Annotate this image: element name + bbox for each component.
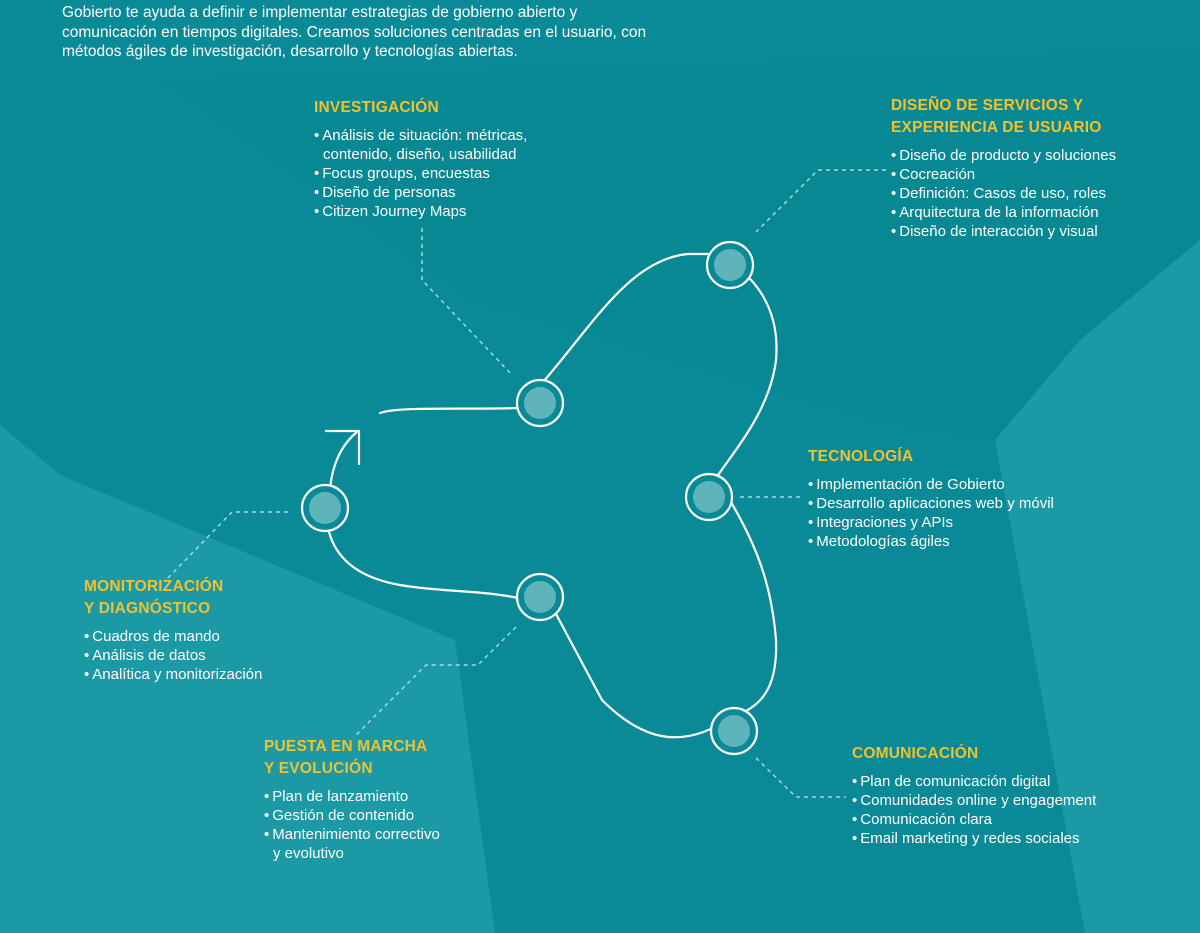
node-monitorizacion — [300, 483, 350, 533]
stage-item-text: Diseño de personas — [322, 184, 456, 201]
stage-puesta: PUESTA EN MARCHA Y EVOLUCIÓN Plan de lan… — [264, 736, 440, 863]
stage-item-text: Desarrollo aplicaciones web y móvil — [816, 495, 1054, 512]
stage-item: Diseño de interacción y visual — [891, 222, 1116, 241]
stage-item: Citizen Journey Maps — [314, 202, 527, 221]
stage-item-list: Diseño de producto y soluciones Cocreaci… — [891, 146, 1116, 241]
intro-text: Gobierto te ayuda a definir e implementa… — [62, 3, 722, 62]
stage-title: TECNOLOGÍA — [808, 446, 1054, 468]
stage-item: Definición: Casos de uso, roles — [891, 184, 1116, 203]
stage-item-text: Metodologías ágiles — [816, 533, 950, 550]
stage-item: Comunidades online y engagement — [852, 791, 1096, 810]
intro-line: Gobierto te ayuda a definir e implementa… — [62, 4, 578, 21]
stage-item: Diseño de personas — [314, 183, 527, 202]
stage-item-list: Plan de comunicación digital Comunidades… — [852, 772, 1096, 848]
connector-puesta — [355, 626, 517, 736]
stage-item-text: Comunidades online y engagement — [860, 792, 1097, 809]
stage-item-text: contenido, diseño, usabilidad — [323, 146, 517, 163]
stage-title-line: COMUNICACIÓN — [852, 745, 979, 762]
stage-item-text: Analítica y monitorización — [92, 666, 263, 683]
stage-item: Gestión de contenido — [264, 806, 440, 825]
stage-comunicacion: COMUNICACIÓN Plan de comunicación digita… — [852, 743, 1096, 848]
node-diseno — [705, 240, 755, 290]
stage-title-line: DISEÑO DE SERVICIOS Y — [891, 97, 1084, 114]
stage-item: Analítica y monitorización — [84, 665, 262, 684]
connector-monitorizacion — [167, 511, 288, 579]
node-comunicacion — [709, 706, 759, 756]
flow-arrowhead — [324, 429, 361, 466]
stage-item-text: Plan de comunicación digital — [860, 773, 1051, 790]
stage-item: Plan de lanzamiento — [264, 787, 440, 806]
stage-item-text: Gestión de contenido — [272, 807, 415, 824]
intro-line: comunicación en tiempos digitales. Cream… — [62, 23, 647, 41]
stage-item-list: Plan de lanzamiento Gestión de contenido… — [264, 787, 440, 863]
stage-title: COMUNICACIÓN — [852, 743, 1096, 765]
connector-comunicacion — [755, 757, 846, 798]
stage-item: Plan de comunicación digital — [852, 772, 1096, 791]
stage-item: Desarrollo aplicaciones web y móvil — [808, 494, 1054, 513]
intro-line: métodos ágiles de investigación, desarro… — [62, 43, 518, 60]
connector-investigacion — [421, 228, 513, 376]
stage-item-text: Email marketing y redes sociales — [860, 830, 1080, 847]
stage-item-text: Citizen Journey Maps — [322, 203, 467, 220]
stage-item-text: Cuadros de mando — [92, 628, 220, 645]
stage-tecnologia: TECNOLOGÍA Implementación de Gobierto De… — [808, 446, 1054, 551]
stage-item-text: Comunicación clara — [860, 811, 992, 828]
stage-item-text: Análisis de datos — [92, 647, 206, 664]
stage-monitorizacion: MONITORIZACIÓN Y DIAGNÓSTICO Cuadros de … — [84, 576, 262, 684]
stage-item: Implementación de Gobierto — [808, 475, 1054, 494]
stage-title-line: TECNOLOGÍA — [808, 448, 914, 465]
stage-item-text: Cocreación — [899, 166, 976, 183]
stage-title: PUESTA EN MARCHA Y EVOLUCIÓN — [264, 736, 440, 780]
stage-item: Focus groups, encuestas — [314, 164, 527, 183]
stage-item: Mantenimiento correctivo y evolutivo — [264, 825, 440, 863]
stage-item: Metodologías ágiles — [808, 532, 1054, 551]
stage-item: Análisis de datos — [84, 646, 262, 665]
stage-item-text: Análisis de situación: métricas, — [322, 127, 528, 144]
stage-title: DISEÑO DE SERVICIOS Y EXPERIENCIA DE USU… — [891, 95, 1116, 139]
stage-title: INVESTIGACIÓN — [314, 97, 527, 119]
stage-item-text: y evolutivo — [273, 845, 344, 862]
stage-item-text: Arquitectura de la información — [899, 204, 1099, 221]
stage-investigacion: INVESTIGACIÓN Análisis de situación: mét… — [314, 97, 527, 221]
node-tecnologia — [684, 472, 734, 522]
stage-item-text: Implementación de Gobierto — [816, 476, 1005, 493]
stage-item-text: Integraciones y APIs — [816, 514, 954, 531]
stage-item: Email marketing y redes sociales — [852, 829, 1096, 848]
stage-item-text: Definición: Casos de uso, roles — [899, 185, 1107, 202]
node-puesta — [515, 572, 565, 622]
stage-title-line: Y DIAGNÓSTICO — [84, 600, 211, 617]
stage-item: Comunicación clara — [852, 810, 1096, 829]
stage-item-list: Análisis de situación: métricas, contenid… — [314, 126, 527, 221]
stage-item: Arquitectura de la información — [891, 203, 1116, 222]
stage-item-text: Diseño de interacción y visual — [899, 223, 1098, 240]
stage-item-text: Plan de lanzamiento — [272, 788, 409, 805]
stage-title: MONITORIZACIÓN Y DIAGNÓSTICO — [84, 576, 262, 620]
stage-item: Cocreación — [891, 165, 1116, 184]
stage-item-list: Implementación de Gobierto Desarrollo ap… — [808, 475, 1054, 551]
stage-item: Integraciones y APIs — [808, 513, 1054, 532]
stage-item: Cuadros de mando — [84, 627, 262, 646]
stage-item-text: Focus groups, encuestas — [322, 165, 490, 182]
stage-item-text: Mantenimiento correctivo — [272, 826, 440, 843]
stage-item: Diseño de producto y soluciones — [891, 146, 1116, 165]
stage-diseno: DISEÑO DE SERVICIOS Y EXPERIENCIA DE USU… — [891, 95, 1116, 241]
stage-title-line: PUESTA EN MARCHA — [264, 738, 428, 755]
stage-item-text: Diseño de producto y soluciones — [899, 147, 1117, 164]
stage-title-line: MONITORIZACIÓN — [84, 578, 224, 595]
stage-title-line: INVESTIGACIÓN — [314, 99, 439, 116]
stage-title-line: Y EVOLUCIÓN — [264, 760, 373, 777]
node-investigacion — [515, 378, 565, 428]
stage-item: Análisis de situación: métricas, contenid… — [314, 126, 527, 164]
connector-diseno — [755, 169, 886, 233]
stage-item-list: Cuadros de mando Análisis de datos Analí… — [84, 627, 262, 684]
stage-title-line: EXPERIENCIA DE USUARIO — [891, 119, 1102, 136]
